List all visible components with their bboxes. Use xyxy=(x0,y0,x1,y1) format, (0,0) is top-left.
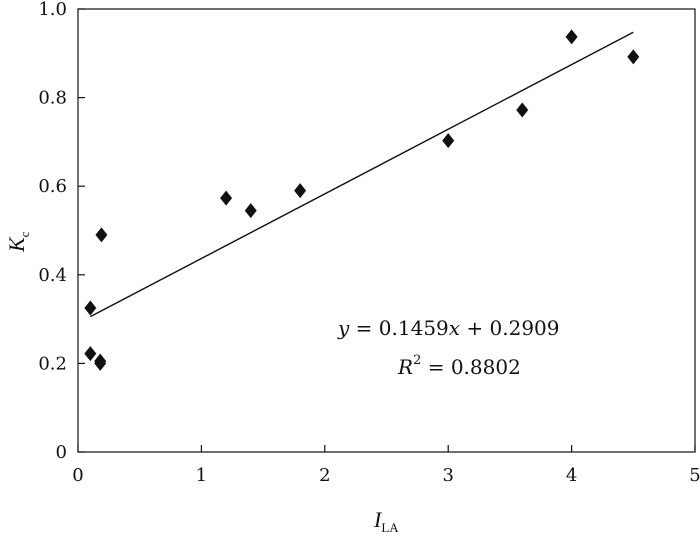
x-axis-title-main: I xyxy=(373,507,383,532)
data-point xyxy=(84,346,97,362)
data-point xyxy=(244,203,257,219)
x-axis-tick-labels: 0 1 2 3 4 5 xyxy=(72,465,700,486)
x-tick-label: 1 xyxy=(196,465,207,486)
data-point xyxy=(220,190,233,206)
data-point xyxy=(516,102,529,118)
x-axis-ticks xyxy=(77,445,696,452)
y-axis-title-sub: c xyxy=(17,231,32,237)
equation-part2: + 0.2909 xyxy=(460,316,559,340)
x-tick-label: 3 xyxy=(442,465,453,486)
r-squared: R2 = 0.8802 xyxy=(397,353,521,379)
y-axis-ticks xyxy=(78,8,85,453)
y-tick-label: 0.2 xyxy=(38,353,67,374)
data-point xyxy=(442,133,455,149)
equation-x: x xyxy=(449,316,460,340)
r-squared-r: R xyxy=(397,355,413,379)
regression-equation: y = 0.1459x + 0.2909 xyxy=(337,316,560,340)
y-axis-tick-labels: 0 0.2 0.4 0.6 0.8 1.0 xyxy=(38,0,67,463)
y-tick-label: 0.4 xyxy=(38,265,67,286)
r-squared-exp: 2 xyxy=(413,353,421,368)
data-point xyxy=(627,49,640,65)
y-tick-label: 0 xyxy=(56,442,67,463)
x-tick-label: 5 xyxy=(689,465,700,486)
x-tick-label: 2 xyxy=(319,465,330,486)
data-point xyxy=(94,355,107,371)
y-tick-label: 0.8 xyxy=(38,88,67,109)
data-point xyxy=(95,227,108,243)
y-tick-label: 0.6 xyxy=(38,176,67,197)
data-point xyxy=(294,183,307,199)
data-point xyxy=(84,300,97,316)
r-squared-value: = 0.8802 xyxy=(421,355,520,379)
x-axis-title-sub: LA xyxy=(381,520,399,535)
x-tick-label: 0 xyxy=(72,465,83,486)
plot-frame xyxy=(77,8,696,453)
x-tick-label: 4 xyxy=(566,465,577,486)
x-axis-title: ILA xyxy=(373,507,399,535)
equation-y: y xyxy=(337,316,350,340)
y-tick-label: 1.0 xyxy=(38,0,67,20)
trend-line xyxy=(90,31,634,318)
y-axis-title: Kc xyxy=(4,231,32,253)
y-axis-title-main: K xyxy=(4,236,29,253)
equation-part1: = 0.1459 xyxy=(349,316,448,340)
data-point xyxy=(565,29,578,45)
data-points xyxy=(84,29,640,371)
